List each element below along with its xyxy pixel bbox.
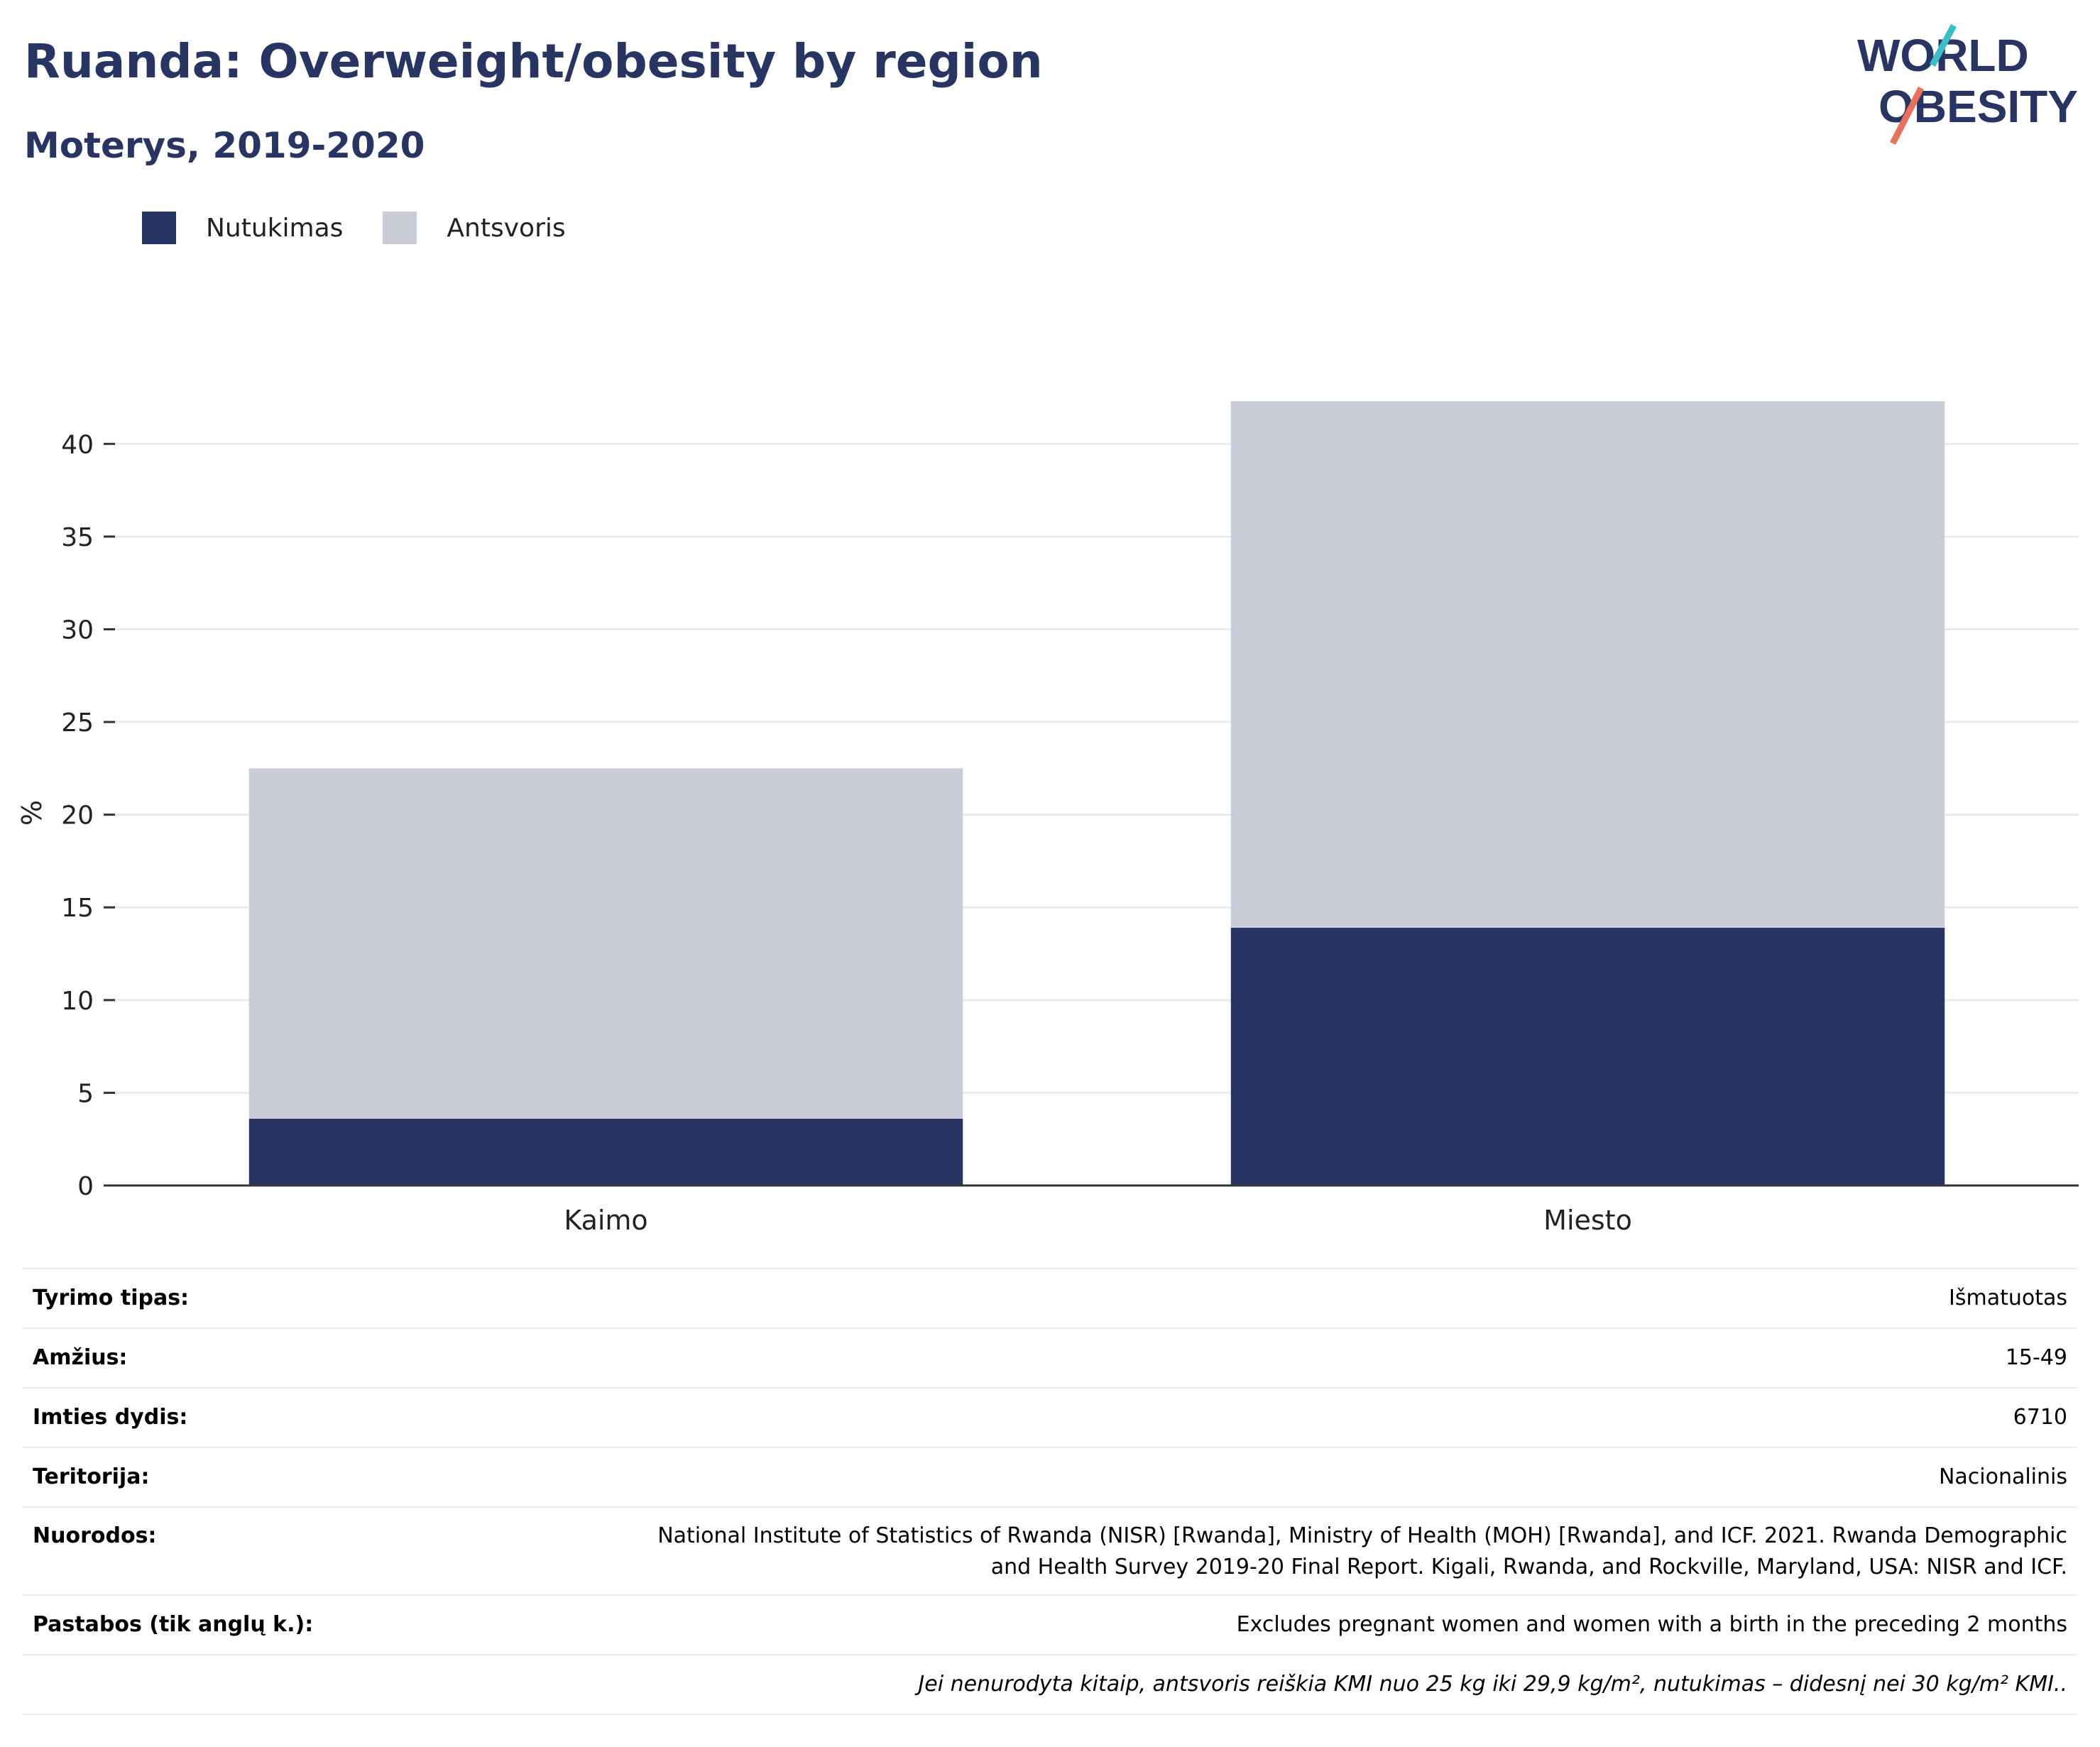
meta-row-notes: Pastabos (tik anglų k.): Excludes pregna… <box>23 1594 2077 1655</box>
meta-label: Amžius: <box>23 1327 341 1388</box>
bar-chart: 0 5 10 15 20 25 30 35 40% Kaimo Miesto <box>16 401 2079 1236</box>
meta-label: Pastabos (tik anglų k.): <box>23 1594 341 1655</box>
meta-row-sample-size: Imties dydis: 6710 <box>23 1387 2077 1447</box>
bar-obesity-kaimo <box>248 1118 963 1185</box>
bar-obesity-miesto <box>1230 927 1945 1185</box>
meta-row-age: Amžius: 15-49 <box>23 1327 2077 1388</box>
logo-text-world: WORLD <box>1857 30 2029 81</box>
meta-label: Tyrimo tipas: <box>23 1268 341 1328</box>
bar-overweight-kaimo <box>248 768 963 1119</box>
chart-legend: Nutukimas Antsvoris <box>142 212 606 244</box>
legend-item-obesity[interactable]: Nutukimas <box>142 212 343 244</box>
logo-slash-coral <box>1889 86 1925 146</box>
y-axis-label: % <box>16 800 48 826</box>
meta-label: Imties dydis: <box>23 1387 341 1447</box>
y-tick-label: 40 <box>61 430 94 459</box>
reference-line-1: National Institute of Statistics of Rwan… <box>657 1523 2067 1548</box>
reference-line-2: and Health Survey 2019-20 Final Report. … <box>990 1555 2067 1579</box>
x-tick-label: Kaimo <box>564 1205 647 1236</box>
meta-label: Nuorodos: <box>23 1506 341 1595</box>
meta-row-survey-type: Tyrimo tipas: Išmatuotas <box>23 1268 2077 1328</box>
page-title: Ruanda: Overweight/obesity by region <box>24 34 1043 89</box>
legend-label-obesity: Nutukimas <box>206 213 344 243</box>
meta-row-territory: Teritorija: Nacionalinis <box>23 1447 2077 1507</box>
meta-value: 15-49 <box>341 1327 2077 1388</box>
meta-value: National Institute of Statistics of Rwan… <box>341 1506 2077 1595</box>
y-tick-label: 30 <box>61 615 94 645</box>
metadata-table: Tyrimo tipas: Išmatuotas Amžius: 15-49 I… <box>23 1268 2077 1715</box>
legend-item-overweight[interactable]: Antsvoris <box>383 212 566 244</box>
y-tick-label: 20 <box>61 801 94 831</box>
y-tick-label: 35 <box>61 523 94 552</box>
meta-label: Teritorija: <box>23 1447 341 1507</box>
y-tick-label: 25 <box>61 708 94 738</box>
y-tick-label: 0 <box>77 1172 94 1201</box>
y-tick-label: 5 <box>77 1079 94 1108</box>
x-tick-label: Miesto <box>1543 1205 1632 1236</box>
y-tick-label: 15 <box>61 894 94 923</box>
legend-swatch-obesity <box>142 212 176 244</box>
meta-value: Išmatuotas <box>341 1268 2077 1328</box>
y-tick-label: 10 <box>61 987 94 1016</box>
meta-value: 6710 <box>341 1387 2077 1447</box>
bar-overweight-miesto <box>1230 401 1945 928</box>
meta-value: Excludes pregnant women and women with a… <box>341 1594 2077 1655</box>
meta-row-definition-note: Jei nenurodyta kitaip, antsvoris reiškia… <box>23 1654 2077 1715</box>
meta-value: Nacionalinis <box>341 1447 2077 1507</box>
definition-note: Jei nenurodyta kitaip, antsvoris reiškia… <box>341 1654 2077 1715</box>
legend-label-overweight: Antsvoris <box>447 213 566 243</box>
meta-row-references: Nuorodos: National Institute of Statisti… <box>23 1506 2077 1595</box>
legend-swatch-overweight <box>383 212 417 244</box>
page-subtitle: Moterys, 2019-2020 <box>24 125 425 166</box>
logo-slash-teal <box>1930 23 1957 67</box>
world-obesity-logo: WORLD OBESITY <box>1857 23 2078 146</box>
